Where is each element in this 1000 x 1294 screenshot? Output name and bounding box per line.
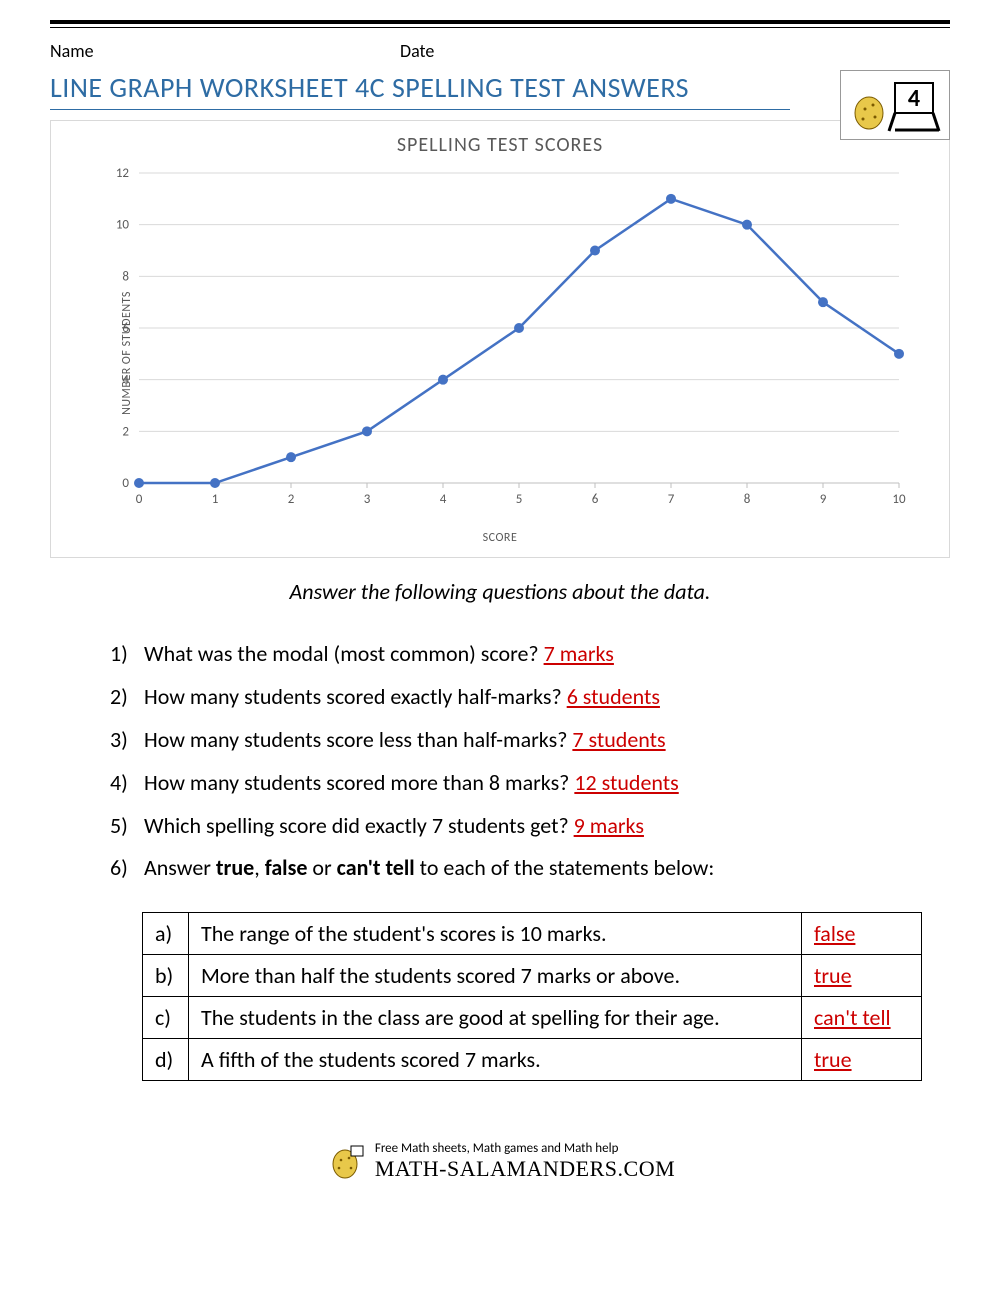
question-row: 4) How many students scored more than 8 … [110, 762, 950, 805]
svg-text:10: 10 [116, 218, 130, 233]
chart-ylabel: NUMBER OF STUDENTS [120, 291, 134, 415]
question-number: 5) [110, 805, 144, 848]
svg-text:5: 5 [516, 492, 523, 507]
instruction-text: Answer the following questions about the… [50, 578, 950, 605]
svg-text:2: 2 [122, 424, 129, 439]
tf-answer-cell: true [802, 955, 922, 997]
question-row: 3) How many students score less than hal… [110, 719, 950, 762]
tf-answer-cell: true [802, 1039, 922, 1081]
question-row: 2) How many students scored exactly half… [110, 676, 950, 719]
question-answer: 9 marks [574, 812, 644, 839]
svg-text:6: 6 [592, 492, 599, 507]
svg-text:7: 7 [668, 492, 675, 507]
table-row: a) The range of the student's scores is … [143, 913, 922, 955]
footer: Free Math sheets, Math games and Math he… [50, 1141, 950, 1187]
tf-answer: true [814, 962, 852, 989]
salamander-icon [325, 1142, 365, 1182]
question-number: 3) [110, 719, 144, 762]
tf-row-label: a) [143, 913, 189, 955]
tf-row-label: d) [143, 1039, 189, 1081]
question-list: 1) What was the modal (most common) scor… [50, 633, 950, 890]
question-row: 6) Answer true, false or can't tell to e… [110, 847, 950, 890]
tf-answer-cell: false [802, 913, 922, 955]
name-label: Name [50, 40, 400, 62]
svg-text:12: 12 [116, 166, 130, 181]
date-label: Date [400, 40, 434, 62]
tf-answer-cell: can't tell [802, 997, 922, 1039]
question-text: Answer true, false or can't tell to each… [144, 847, 950, 890]
svg-text:0: 0 [122, 476, 129, 491]
chart-xlabel: SCORE [69, 531, 931, 545]
svg-text:3: 3 [364, 492, 371, 507]
question-text: How many students score less than half-m… [144, 719, 950, 762]
chart-title: SPELLING TEST SCORES [69, 133, 931, 157]
question-number: 2) [110, 676, 144, 719]
question-answer: 12 students [574, 769, 678, 796]
tf-answer: can't tell [814, 1004, 891, 1031]
svg-text:4: 4 [440, 492, 447, 507]
question-answer: 6 students [567, 683, 660, 710]
table-row: c) The students in the class are good at… [143, 997, 922, 1039]
chart-card: SPELLING TEST SCORES NUMBER OF STUDENTS … [50, 120, 950, 558]
table-row: b) More than half the students scored 7 … [143, 955, 922, 997]
table-row: d) A fifth of the students scored 7 mark… [143, 1039, 922, 1081]
spelling-chart: 024681012012345678910 [69, 163, 919, 523]
question-row: 1) What was the modal (most common) scor… [110, 633, 950, 676]
svg-text:4: 4 [908, 84, 920, 113]
question-number: 1) [110, 633, 144, 676]
tf-answer: false [814, 920, 855, 947]
header-row: Name Date [50, 40, 950, 62]
svg-text:8: 8 [744, 492, 751, 507]
question-text: How many students scored more than 8 mar… [144, 762, 950, 805]
question-number: 4) [110, 762, 144, 805]
tf-statement: More than half the students scored 7 mar… [189, 955, 802, 997]
svg-text:2: 2 [288, 492, 295, 507]
question-row: 5) Which spelling score did exactly 7 st… [110, 805, 950, 848]
grade-logo: 4 4 [840, 70, 950, 140]
tf-row-label: b) [143, 955, 189, 997]
question-answer: 7 students [572, 726, 665, 753]
question-text: How many students scored exactly half-ma… [144, 676, 950, 719]
svg-text:0: 0 [136, 492, 143, 507]
svg-text:10: 10 [892, 492, 906, 507]
svg-text:1: 1 [212, 492, 219, 507]
footer-tagline: Free Math sheets, Math games and Math he… [375, 1141, 675, 1156]
footer-site: MATH-SALAMANDERS.COM [375, 1156, 675, 1182]
tf-statement: A fifth of the students scored 7 marks. [189, 1039, 802, 1081]
question-answer: 7 marks [544, 640, 614, 667]
question-text: Which spelling score did exactly 7 stude… [144, 805, 950, 848]
true-false-table: a) The range of the student's scores is … [142, 912, 922, 1081]
question-number: 6) [110, 847, 144, 890]
svg-text:9: 9 [820, 492, 827, 507]
page-title: LINE GRAPH WORKSHEET 4C SPELLING TEST AN… [50, 70, 790, 110]
tf-statement: The range of the student's scores is 10 … [189, 913, 802, 955]
tf-row-label: c) [143, 997, 189, 1039]
question-text: What was the modal (most common) score? … [144, 633, 950, 676]
top-rule [50, 20, 950, 28]
tf-answer: true [814, 1046, 852, 1073]
svg-text:8: 8 [122, 269, 129, 284]
tf-statement: The students in the class are good at sp… [189, 997, 802, 1039]
